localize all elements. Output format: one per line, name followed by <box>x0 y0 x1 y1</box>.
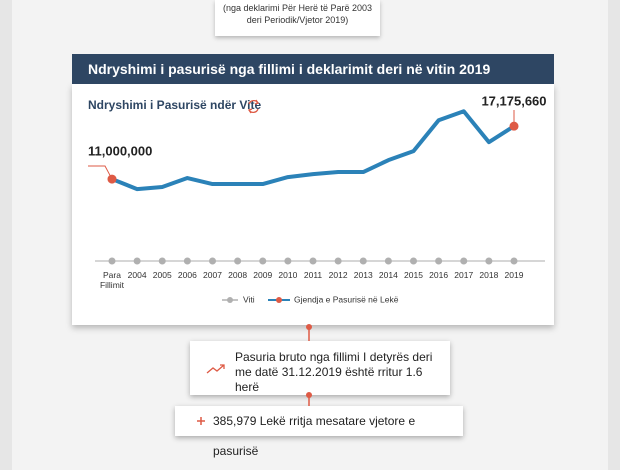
x-axis-dot <box>209 257 216 265</box>
x-tick-label: 2017 <box>454 270 474 280</box>
label-leader <box>88 165 113 180</box>
data-line <box>111 109 516 192</box>
x-tick-label: 2013 <box>353 270 373 280</box>
x-tick-label: 2008 <box>228 270 248 280</box>
x-tick-label: 2014 <box>378 270 398 280</box>
data-label: 17,175,660 <box>481 93 546 108</box>
legend-label: Viti <box>243 294 255 304</box>
x-axis-dot <box>108 257 116 265</box>
x-axis-dot <box>158 257 166 265</box>
x-tick-label: 2012 <box>328 270 348 280</box>
x-axis-dot <box>309 257 317 265</box>
chart-title: Ndryshimi i Pasurisë ndër Vite <box>88 98 262 112</box>
x-axis-dot <box>435 257 443 265</box>
connector-dot <box>306 392 312 398</box>
x-axis-dot <box>485 257 493 265</box>
refresh-icon <box>247 99 260 114</box>
x-tick-label: 2019 <box>504 270 524 280</box>
x-axis-dot <box>384 257 392 265</box>
callout-growth: Pasuria bruto nga fillimi I detyrës deri… <box>190 341 450 395</box>
panel-title: Ndryshimi i pasurisë nga fillimi i dekla… <box>72 54 554 84</box>
callout-average: 385,979 Lekë rritja mesatare vjetore e p… <box>175 406 463 458</box>
x-tick-label: 2010 <box>278 270 298 280</box>
x-axis-dot <box>359 257 367 265</box>
data-label: 11,000,000 <box>88 143 152 158</box>
x-axis-dot <box>234 257 242 265</box>
x-tick-label: Para Fillimit <box>99 270 125 290</box>
x-tick-label: 2011 <box>303 270 323 280</box>
legend-dot <box>276 297 282 303</box>
legend-dot <box>227 297 233 303</box>
x-tick-label: 2006 <box>177 270 197 280</box>
x-axis-dot <box>410 257 417 265</box>
x-axis-dot <box>510 257 518 265</box>
x-tick-label: 2004 <box>127 270 147 280</box>
legend-label: Gjendja e Pasurisë në Lekë <box>294 294 399 304</box>
x-tick-label: 2016 <box>429 270 449 280</box>
x-axis-dot <box>460 257 468 265</box>
x-axis-dot <box>183 257 191 265</box>
x-axis-dot <box>284 257 292 265</box>
connector-dot <box>306 324 312 330</box>
trend-icon <box>206 364 225 374</box>
x-tick-label: 2009 <box>253 270 273 280</box>
plus-icon <box>197 417 205 425</box>
x-tick-label: 2007 <box>203 270 222 280</box>
x-tick-label: 2015 <box>404 270 423 280</box>
x-axis-dot <box>334 257 342 265</box>
x-axis-dot <box>133 257 141 265</box>
x-axis-dot <box>259 257 267 265</box>
x-tick-label: 2018 <box>479 270 499 280</box>
header-note: (nga deklarimi Për Herë të Parë 2003 der… <box>215 0 380 36</box>
x-tick-label: 2005 <box>152 270 172 280</box>
